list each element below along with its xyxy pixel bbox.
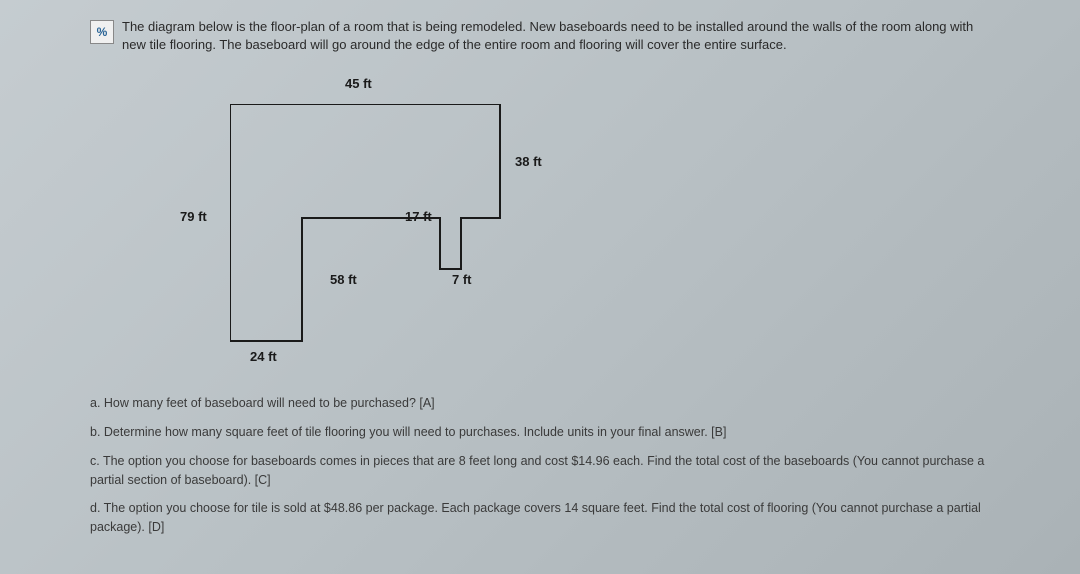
- percent-icon: %: [90, 20, 114, 44]
- question-a: a. How many feet of baseboard will need …: [90, 394, 990, 413]
- floorplan-diagram: 45 ft 79 ft 38 ft 17 ft 7 ft 58 ft 24 ft: [160, 74, 620, 384]
- problem-header: % The diagram below is the floor-plan of…: [90, 18, 990, 54]
- room-outline: [230, 104, 500, 341]
- dim-left: 79 ft: [180, 209, 207, 224]
- floorplan-svg: [230, 104, 520, 354]
- question-b: b. Determine how many square feet of til…: [90, 423, 990, 442]
- question-d: d. The option you choose for tile is sol…: [90, 499, 990, 537]
- dim-top: 45 ft: [345, 76, 372, 91]
- intro-text: The diagram below is the floor-plan of a…: [122, 18, 990, 54]
- icon-text: %: [97, 25, 108, 39]
- question-c: c. The option you choose for baseboards …: [90, 452, 990, 490]
- questions-block: a. How many feet of baseboard will need …: [90, 394, 990, 537]
